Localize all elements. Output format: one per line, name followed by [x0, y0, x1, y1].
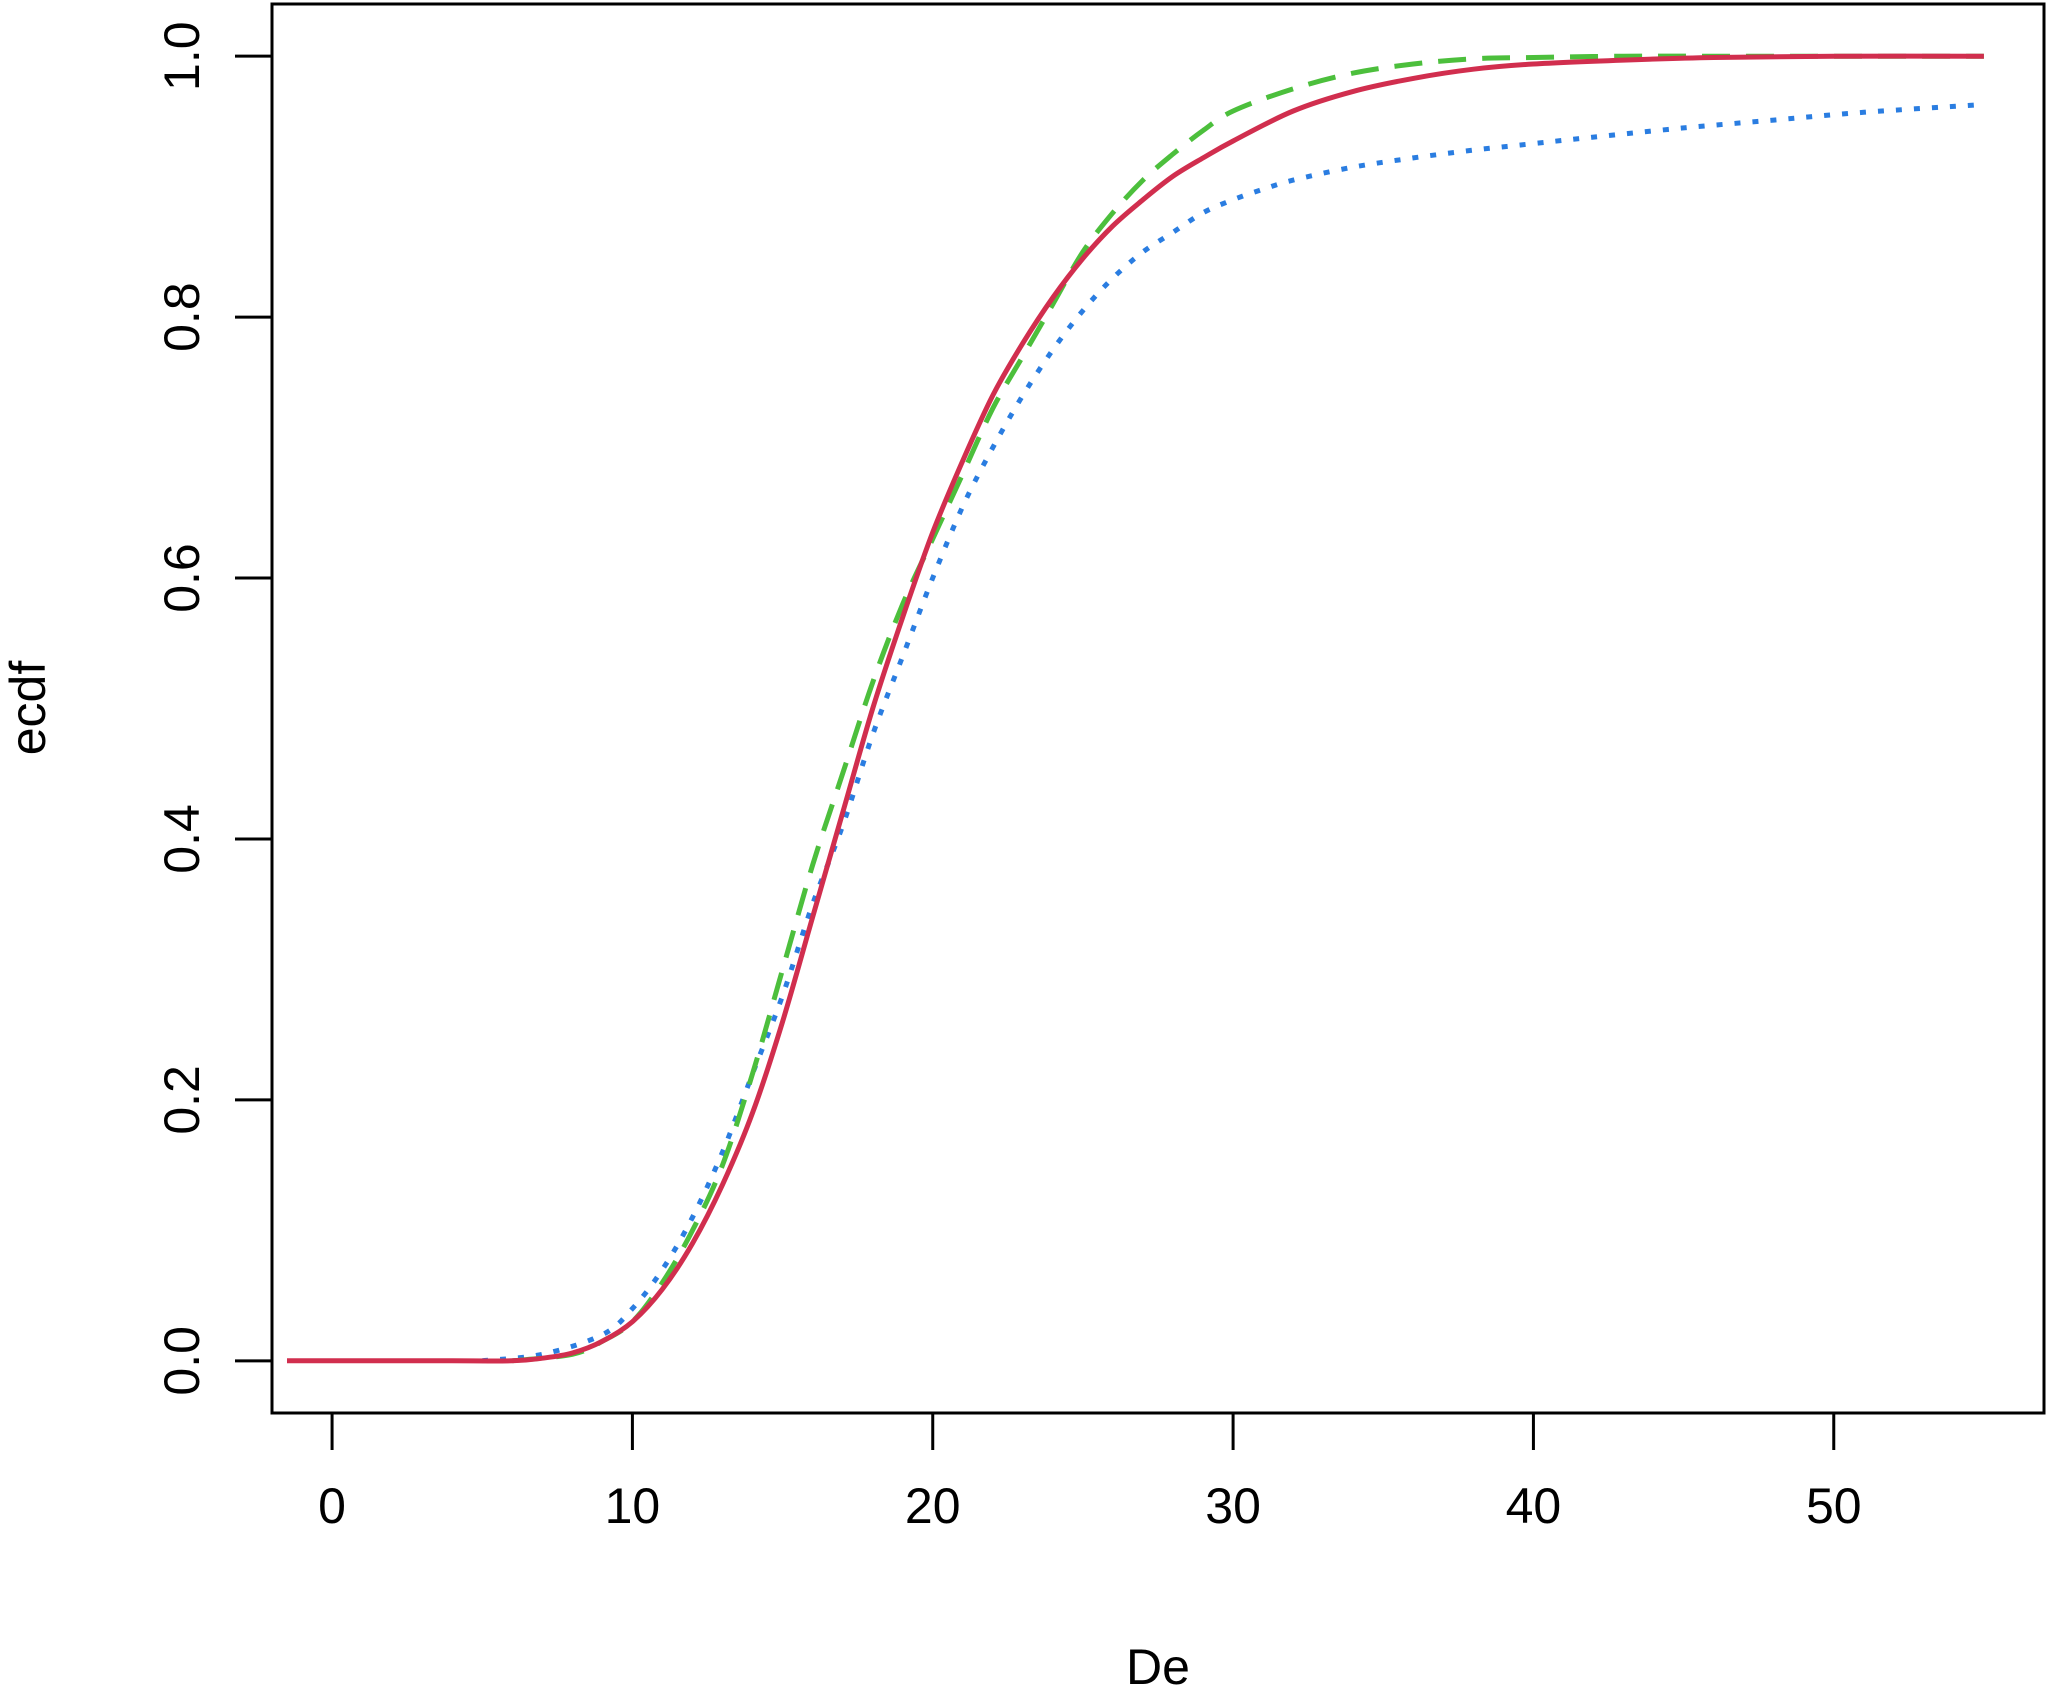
- y-tick-label: 0.4: [154, 804, 210, 874]
- y-axis: 0.0 0.2 0.4 0.6 0.8 1.0: [154, 21, 274, 1396]
- y-tick-label: 1.0: [154, 21, 210, 91]
- y-axis-title: ecdf: [0, 661, 56, 756]
- x-tick-label: 30: [1205, 1478, 1261, 1534]
- x-tick-label: 50: [1806, 1478, 1862, 1534]
- y-tick-label: 0.6: [154, 543, 210, 613]
- x-tick-label: 10: [605, 1478, 661, 1534]
- x-tick-label: 0: [318, 1478, 346, 1534]
- series-line-solid: [287, 53, 1984, 1364]
- x-axis-title: De: [1126, 1639, 1190, 1692]
- y-tick-label: 0.2: [154, 1065, 210, 1135]
- series-line-dashed: [512, 53, 1984, 1364]
- y-tick-label: 0.8: [154, 282, 210, 352]
- series-layer: [287, 53, 1985, 1364]
- series-line-dotted: [481, 102, 1985, 1364]
- x-tick-label: 20: [905, 1478, 961, 1534]
- plot-frame: [270, 2, 2046, 1415]
- y-tick-label: 0.0: [154, 1326, 210, 1396]
- x-tick-label: 40: [1506, 1478, 1562, 1534]
- x-axis: 0 10 20 30 40 50: [318, 1411, 1862, 1534]
